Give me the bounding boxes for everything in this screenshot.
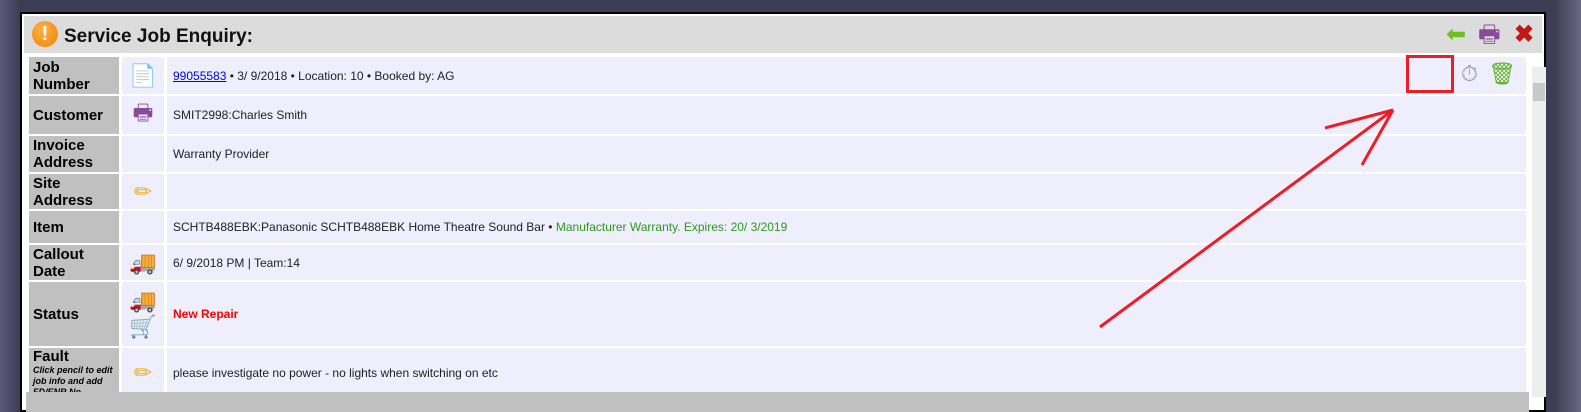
pencil-icon[interactable]: ✏ [122, 348, 164, 398]
job-details-table: Job Number 📄 99055583 • 3/ 9/2018 • Loca… [26, 55, 1529, 400]
item-value: SCHTB488EBK:Panasonic SCHTB488EBK Home T… [173, 220, 556, 234]
row-site-address: Site Address ✏ [29, 174, 1526, 209]
warranty-info: Manufacturer Warranty. Expires: 20/ 3/20… [555, 220, 788, 234]
truck-icon[interactable]: 🚚 [129, 288, 157, 313]
window-title: Service Job Enquiry: [64, 26, 254, 47]
print-icon[interactable]: 🖶 [1478, 21, 1501, 48]
warning-icon: ! [32, 21, 58, 47]
footer-bar [26, 392, 1529, 412]
scrollbar[interactable] [1532, 67, 1546, 397]
trash-icon[interactable]: 🗑 [1488, 61, 1516, 86]
scrollbar-thumb[interactable] [1533, 83, 1545, 101]
truck-icon[interactable]: 🚚 [122, 245, 164, 280]
label: Customer [29, 96, 119, 134]
row-job-number: Job Number 📄 99055583 • 3/ 9/2018 • Loca… [29, 57, 1526, 94]
pencil-icon[interactable]: ✏ [122, 174, 164, 209]
back-arrow-icon[interactable]: ⬅ [1446, 21, 1467, 48]
job-details: • 3/ 9/2018 • Location: 10 • Booked by: … [226, 68, 455, 83]
job-number-link[interactable]: 99055583 [173, 68, 227, 83]
row-item: Item SCHTB488EBK:Panasonic SCHTB488EBK H… [29, 211, 1526, 243]
cart-check-icon[interactable]: 🛒 [129, 314, 157, 339]
customer-value: SMIT2998:Charles Smith [167, 96, 1526, 134]
callout-value: 6/ 9/2018 PM | Team:14 [167, 245, 1526, 280]
label: Fault [33, 348, 69, 365]
label: Job Number [29, 57, 119, 94]
label: Item [29, 211, 119, 243]
status-value: New Repair [173, 307, 239, 321]
row-callout-date: Callout Date 🚚 6/ 9/2018 PM | Team:14 [29, 245, 1526, 280]
fault-value: please investigate no power - no lights … [167, 348, 1526, 398]
service-job-enquiry-window: ! Service Job Enquiry: ⬅ 🖶 ✖ Job Number … [20, 12, 1546, 412]
row-fault: Fault Click pencil to edit job info and a… [29, 348, 1526, 398]
document-icon[interactable]: 📄 [122, 57, 164, 94]
label: Invoice Address [29, 136, 119, 172]
row-customer: Customer 🖶 SMIT2998:Charles Smith [29, 96, 1526, 134]
title-bar: ! Service Job Enquiry: ⬅ 🖶 ✖ [24, 16, 1542, 53]
printer-icon[interactable]: 🖶 [122, 96, 164, 134]
label: Site Address [29, 174, 119, 209]
site-address-value [167, 174, 1526, 209]
label: Status [29, 282, 119, 346]
row-status: Status 🚚 🛒 New Repair [29, 282, 1526, 346]
stopwatch-icon[interactable]: ⏱ [1460, 61, 1478, 86]
row-invoice-address: Invoice Address Warranty Provider [29, 136, 1526, 172]
label: Callout Date [29, 245, 119, 280]
close-icon[interactable]: ✖ [1514, 21, 1535, 48]
annotation-highlight-box [1406, 55, 1454, 93]
invoice-address-value: Warranty Provider [167, 136, 1526, 172]
